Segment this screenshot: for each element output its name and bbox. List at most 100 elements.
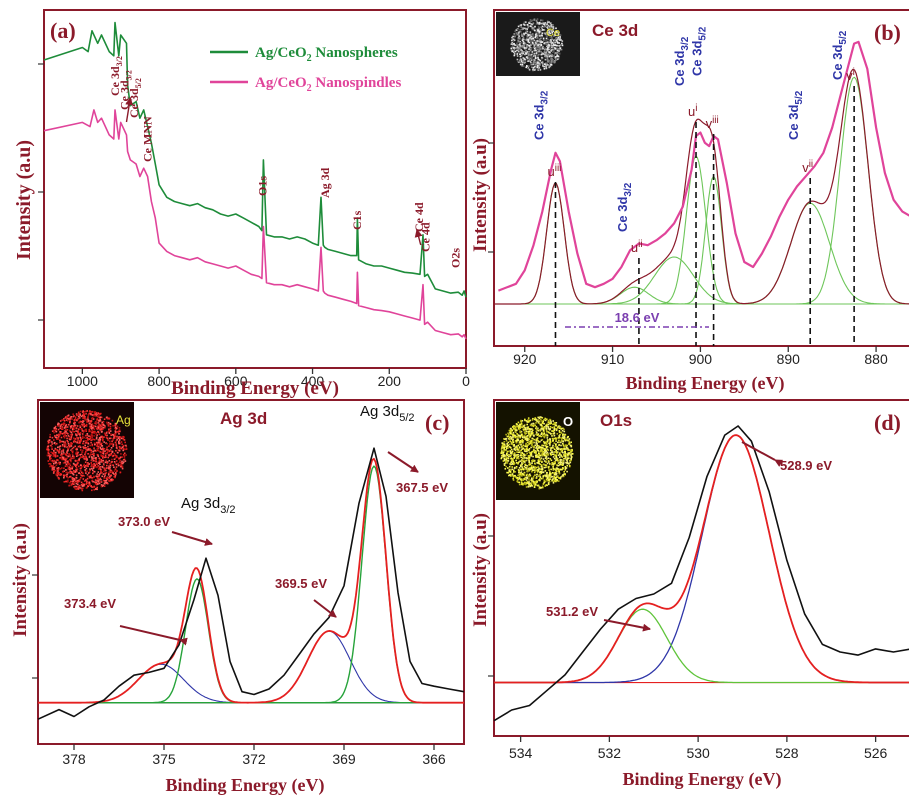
map-pixel (552, 463, 554, 465)
map-pixel (96, 466, 98, 469)
map-pixel (72, 415, 74, 418)
map-pixel (103, 482, 106, 485)
x-tick-label: 910 (601, 351, 625, 367)
map-pixel (67, 463, 70, 466)
map-pixel (540, 19, 542, 21)
panel-d-o1s: 534 532 530 528 526 O O1s (d) 528.9 eV 531.2… (470, 399, 909, 790)
map-pixel (556, 446, 559, 448)
map-pixel (96, 479, 98, 482)
map-pixel (72, 446, 75, 449)
map-pixel (519, 29, 521, 31)
map-pixel (539, 429, 541, 431)
map-pixel (537, 440, 539, 442)
map-pixel (73, 437, 75, 439)
map-pixel (544, 49, 547, 52)
map-pixel (109, 430, 112, 432)
map-pixel (525, 486, 528, 488)
map-pixel (88, 471, 91, 473)
map-pixel (117, 437, 120, 439)
map-pixel (58, 449, 60, 452)
map-pixel (76, 470, 78, 473)
map-pixel (517, 455, 520, 458)
map-pixel (61, 423, 64, 425)
map-pixel (550, 422, 552, 425)
map-pixel (55, 436, 57, 439)
map-pixel (87, 442, 90, 445)
map-pixel (69, 454, 71, 456)
map-pixel (523, 478, 525, 480)
map-pixel (83, 458, 86, 461)
map-pixel (73, 486, 75, 488)
map-pixel (535, 30, 538, 33)
map-pixel (62, 432, 65, 434)
map-pixel (84, 455, 87, 458)
map-pixel (55, 428, 58, 430)
map-pixel (547, 426, 549, 428)
map-pixel (525, 474, 528, 477)
map-pixel (545, 461, 547, 463)
map-pixel (118, 439, 121, 441)
map-pixel (558, 464, 561, 466)
map-pixel (561, 436, 564, 438)
map-pixel (67, 449, 69, 452)
map-pixel (87, 463, 89, 466)
measured-spectrum (37, 447, 465, 720)
map-pixel (552, 46, 554, 48)
map-pixel (550, 433, 552, 435)
map-pixel (512, 478, 514, 480)
map-pixel (542, 420, 544, 423)
level-label: Ce 3d3/2 (615, 182, 634, 232)
map-pixel (525, 477, 528, 479)
map-pixel (549, 41, 552, 44)
map-pixel (93, 428, 95, 431)
map-pixel (529, 482, 531, 484)
map-pixel (526, 50, 529, 53)
map-pixel (546, 462, 549, 465)
map-pixel (520, 430, 523, 433)
map-pixel (529, 468, 532, 470)
map-pixel (527, 44, 530, 47)
map-pixel (540, 33, 543, 36)
map-pixel (70, 457, 72, 460)
map-pixel (551, 54, 553, 56)
map-pixel (83, 430, 85, 432)
map-pixel (117, 430, 119, 433)
map-pixel (67, 443, 70, 445)
map-pixel (570, 453, 572, 456)
map-pixel (538, 50, 540, 53)
map-pixel (94, 430, 96, 433)
map-pixel (60, 454, 62, 456)
map-pixel (88, 438, 91, 440)
map-pixel (511, 450, 514, 453)
map-pixel (531, 28, 534, 31)
map-pixel (98, 475, 100, 478)
map-pixel (110, 442, 113, 445)
map-pixel (543, 32, 546, 35)
map-pixel (523, 424, 525, 427)
map-pixel (92, 469, 94, 472)
map-pixel (100, 478, 102, 481)
map-pixel (511, 463, 513, 465)
map-pixel (541, 471, 544, 473)
legend-label-nanospheres: Ag/CeO2 Nanospheres (255, 45, 398, 64)
map-pixel (537, 34, 540, 36)
map-pixel (533, 53, 536, 56)
map-pixel (68, 484, 70, 487)
map-pixel (111, 419, 114, 422)
map-pixel (506, 452, 508, 454)
map-pixel (556, 49, 559, 52)
map-pixel (522, 57, 524, 59)
map-pixel (557, 33, 560, 35)
map-pixel (524, 27, 527, 30)
map-pixel (531, 37, 533, 40)
map-pixel (520, 481, 523, 484)
map-pixel (557, 35, 560, 37)
map-pixel (558, 50, 560, 52)
map-pixel (114, 457, 117, 460)
map-pixel (536, 419, 538, 421)
map-pixel (557, 55, 560, 57)
map-pixel (545, 53, 548, 55)
arrow-373-4 (119, 625, 188, 646)
peak-373-0: 373.0 eV (118, 514, 170, 529)
map-pixel (522, 436, 524, 439)
